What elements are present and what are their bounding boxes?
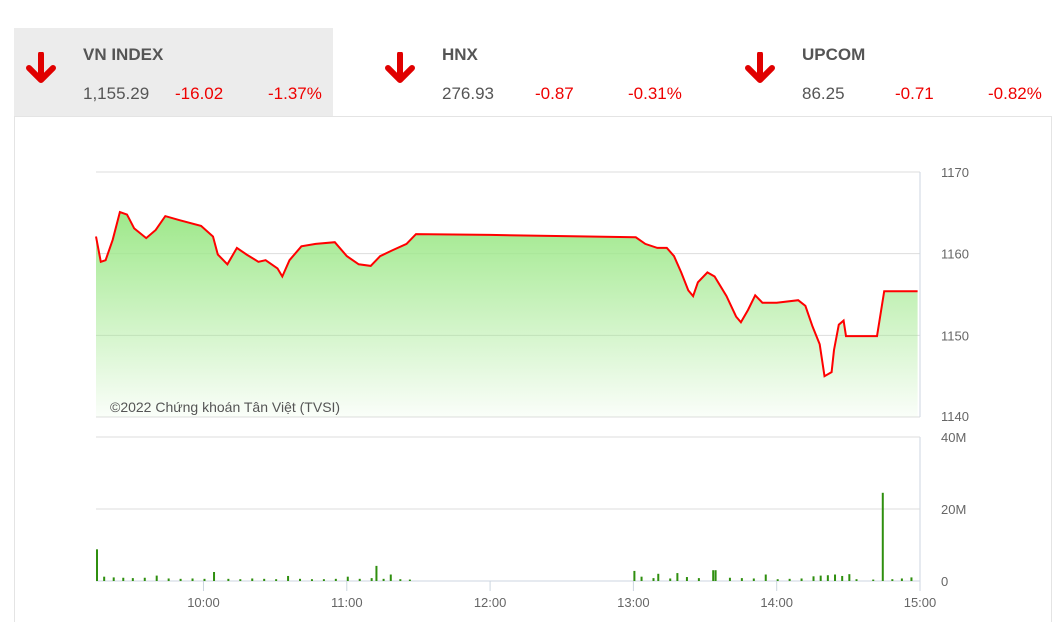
volume-bar	[764, 574, 767, 581]
y-tick-label: 1150	[941, 328, 969, 343]
volume-bar	[669, 578, 672, 581]
volume-bar	[826, 575, 829, 581]
volume-bar	[685, 577, 688, 581]
volume-bar	[800, 578, 803, 581]
volume-bar	[819, 575, 822, 581]
volume-tick-label: 40M	[941, 430, 966, 445]
volume-bar	[881, 492, 884, 581]
volume-bar	[227, 578, 230, 581]
volume-bar	[239, 579, 242, 581]
volume-bar	[788, 578, 791, 581]
volume-bar	[910, 577, 913, 581]
x-tick-label: 11:00	[331, 595, 363, 610]
volume-bar	[155, 575, 158, 581]
index-change: -16.02	[175, 84, 224, 103]
index-percent: -1.37%	[268, 84, 322, 103]
index-tile-vnindex[interactable]: VN INDEX 1,155.29 -16.02 -1.37%	[14, 28, 333, 116]
x-tick-label: 14:00	[760, 595, 793, 610]
x-tick-label: 10:00	[187, 595, 220, 610]
copyright-text: ©2022 Chứng khoán Tân Việt (TVSI)	[110, 399, 340, 415]
volume-bar	[891, 579, 894, 581]
index-change: -0.71	[895, 84, 934, 103]
chart-container	[14, 116, 1052, 622]
volume-bar	[408, 579, 411, 581]
y-tick-label: 1170	[941, 165, 969, 180]
index-name: HNX	[442, 45, 478, 64]
volume-bar	[213, 572, 216, 581]
arrow-down-icon	[26, 52, 56, 83]
volume-bar	[299, 578, 302, 581]
volume-bar	[167, 578, 170, 581]
volume-bar	[382, 578, 385, 581]
volume-tick-label: 20M	[941, 502, 966, 517]
volume-bar	[652, 578, 655, 581]
volume-bar	[900, 578, 903, 581]
volume-bar	[697, 578, 700, 581]
volume-bar	[714, 570, 717, 581]
volume-bar	[131, 578, 134, 581]
index-name: VN INDEX	[83, 45, 164, 64]
volume-bar	[375, 565, 378, 581]
volume-bar	[263, 578, 266, 581]
y-tick-label: 1160	[941, 247, 969, 262]
volume-bar	[676, 573, 679, 581]
index-value: 86.25	[802, 84, 845, 103]
volume-bar	[389, 574, 392, 581]
volume-bar	[399, 579, 402, 581]
volume-bar	[112, 577, 115, 581]
volume-bar	[712, 570, 715, 581]
volume-bar	[287, 575, 290, 581]
volume-bar	[322, 579, 325, 581]
x-tick-label: 15:00	[904, 595, 937, 610]
volume-bar	[834, 574, 837, 581]
index-tile-upcom[interactable]: UPCOM 86.25 -0.71 -0.82%	[733, 28, 1052, 116]
volume-bar	[848, 574, 851, 581]
volume-bar	[812, 576, 815, 581]
volume-bar	[740, 578, 743, 581]
volume-bar	[191, 578, 194, 581]
index-change: -0.87	[535, 84, 574, 103]
index-name: UPCOM	[802, 45, 866, 64]
arrow-down-icon	[745, 52, 775, 83]
index-value: 276.93	[442, 84, 494, 103]
volume-bar	[752, 578, 755, 581]
volume-bar	[275, 579, 278, 581]
arrow-down-icon	[385, 52, 415, 83]
index-percent: -0.31%	[628, 84, 682, 103]
volume-bar	[334, 578, 337, 581]
volume-bar	[179, 578, 182, 581]
volume-bar	[776, 579, 779, 581]
x-tick-label: 12:00	[474, 595, 507, 610]
x-tick-label: 13:00	[617, 595, 650, 610]
volume-bar	[346, 576, 349, 581]
volume-bar	[657, 573, 660, 581]
volume-tick-label: 0	[941, 574, 948, 589]
volume-bar	[872, 579, 875, 581]
price-line	[95, 210, 918, 378]
volume-bar	[203, 578, 206, 581]
volume-bar	[841, 575, 844, 581]
volume-bar	[122, 577, 125, 581]
volume-bar	[633, 570, 636, 581]
volume-bar	[310, 579, 313, 581]
price-area	[96, 212, 918, 417]
volume-bar	[251, 578, 254, 581]
index-tile-hnx[interactable]: HNX 276.93 -0.87 -0.31%	[373, 28, 692, 116]
volume-bar	[143, 577, 146, 581]
index-percent: -0.82%	[988, 84, 1042, 103]
index-value: 1,155.29	[83, 84, 150, 103]
y-tick-label: 1140	[941, 409, 969, 424]
volume-bar	[855, 579, 858, 581]
volume-bar	[728, 577, 731, 581]
volume-bar	[370, 578, 373, 581]
volume-bar	[103, 576, 106, 581]
volume-bar	[96, 549, 98, 581]
volume-bar	[358, 578, 361, 581]
volume-bar	[640, 576, 643, 581]
